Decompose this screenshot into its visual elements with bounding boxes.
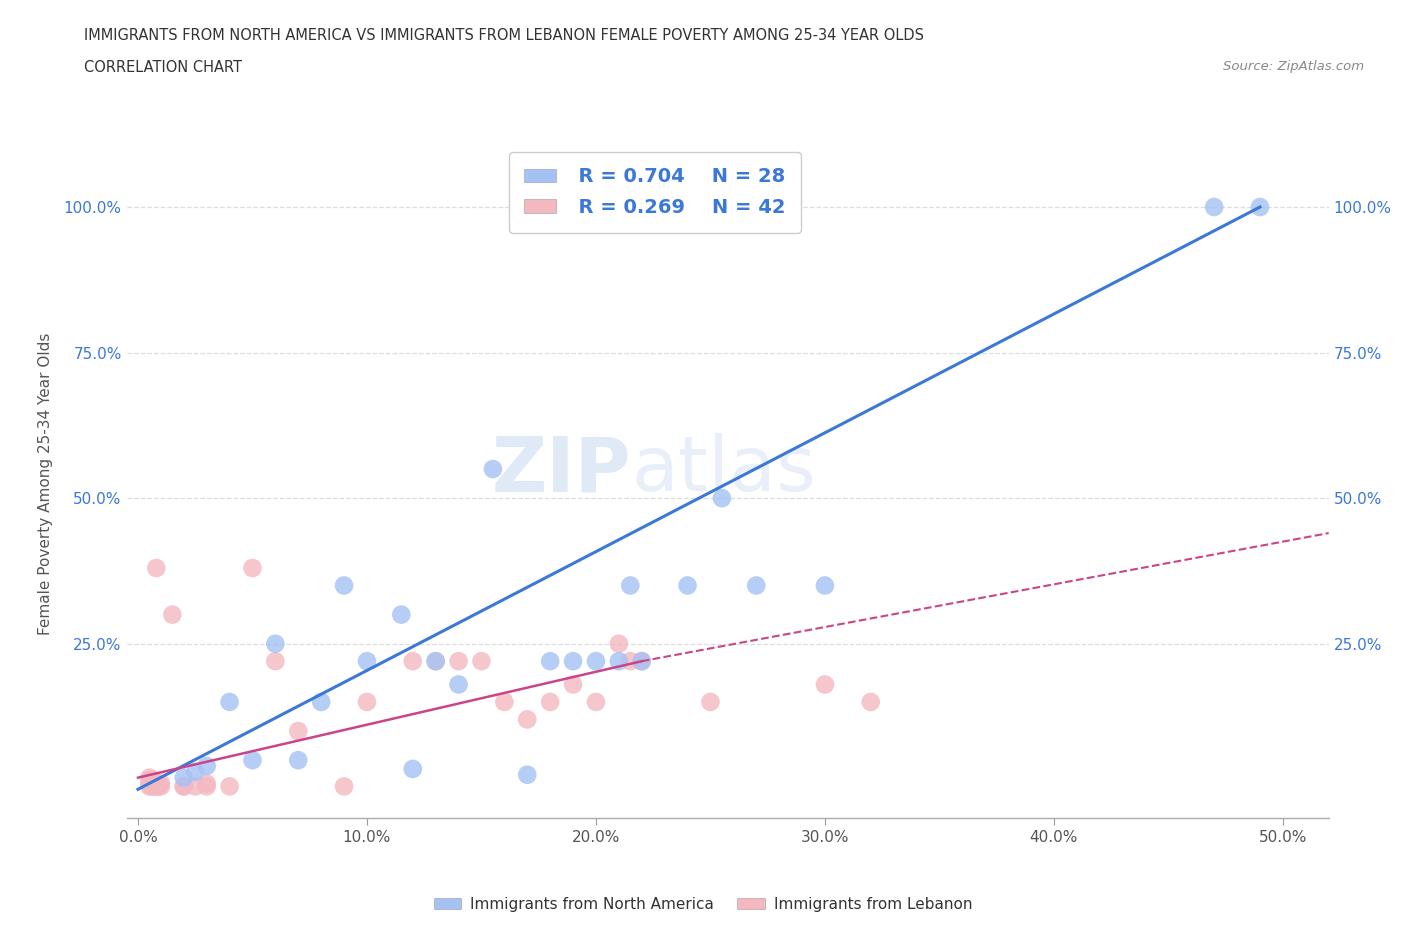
Point [562, 654, 585, 669]
Point [538, 695, 561, 710]
Point [149, 776, 172, 790]
Point [138, 770, 160, 785]
Text: atlas: atlas [631, 433, 817, 507]
Point [287, 752, 309, 767]
Point [494, 695, 516, 710]
Point [141, 776, 163, 790]
Point [676, 578, 699, 593]
Point [402, 654, 425, 669]
Text: Source: ZipAtlas.com: Source: ZipAtlas.com [1223, 60, 1364, 73]
Point [538, 654, 561, 669]
Point [447, 677, 470, 692]
Point [333, 578, 356, 593]
Point [242, 561, 264, 576]
Point [607, 636, 630, 651]
Point [149, 779, 172, 794]
Point [143, 773, 166, 788]
Point [195, 759, 218, 774]
Point [814, 578, 837, 593]
Point [482, 461, 505, 476]
Point [425, 654, 447, 669]
Point [141, 779, 163, 794]
Point [148, 779, 170, 794]
Point [699, 695, 721, 710]
Point [195, 779, 218, 794]
Point [402, 762, 425, 777]
Point [138, 773, 160, 788]
Point [195, 776, 218, 790]
Point [447, 654, 470, 669]
Legend: Immigrants from North America, Immigrants from Lebanon: Immigrants from North America, Immigrant… [427, 891, 979, 918]
Point [562, 677, 585, 692]
Point [516, 767, 538, 782]
Point [619, 578, 641, 593]
Point [184, 764, 207, 779]
Point [141, 773, 163, 788]
Point [218, 695, 240, 710]
Point [173, 779, 195, 794]
Point [1204, 200, 1226, 215]
Point [356, 695, 378, 710]
Point [162, 607, 184, 622]
Text: ZIP: ZIP [492, 433, 631, 507]
Point [145, 779, 167, 794]
Point [859, 695, 882, 710]
Point [585, 654, 607, 669]
Point [218, 779, 240, 794]
Point [242, 752, 264, 767]
Y-axis label: Female Poverty Among 25-34 Year Olds: Female Poverty Among 25-34 Year Olds [38, 332, 52, 635]
Point [516, 712, 538, 727]
Point [607, 654, 630, 669]
Point [143, 776, 166, 790]
Point [309, 695, 332, 710]
Point [425, 654, 447, 669]
Point [470, 654, 492, 669]
Point [138, 776, 160, 790]
Point [264, 636, 287, 651]
Point [630, 654, 652, 669]
Point [710, 491, 733, 506]
Point [1249, 200, 1271, 215]
Text: CORRELATION CHART: CORRELATION CHART [84, 60, 242, 75]
Point [287, 724, 309, 738]
Point [619, 654, 641, 669]
Point [143, 779, 166, 794]
Point [585, 695, 607, 710]
Legend:   R = 0.704    N = 28,   R = 0.269    N = 42: R = 0.704 N = 28, R = 0.269 N = 42 [509, 152, 801, 232]
Point [333, 779, 356, 794]
Point [184, 779, 207, 794]
Point [145, 561, 167, 576]
Point [630, 654, 652, 669]
Point [264, 654, 287, 669]
Point [138, 779, 160, 794]
Text: IMMIGRANTS FROM NORTH AMERICA VS IMMIGRANTS FROM LEBANON FEMALE POVERTY AMONG 25: IMMIGRANTS FROM NORTH AMERICA VS IMMIGRA… [84, 28, 924, 43]
Point [389, 607, 412, 622]
Point [173, 779, 195, 794]
Point [814, 677, 837, 692]
Point [745, 578, 768, 593]
Point [173, 770, 195, 785]
Point [356, 654, 378, 669]
